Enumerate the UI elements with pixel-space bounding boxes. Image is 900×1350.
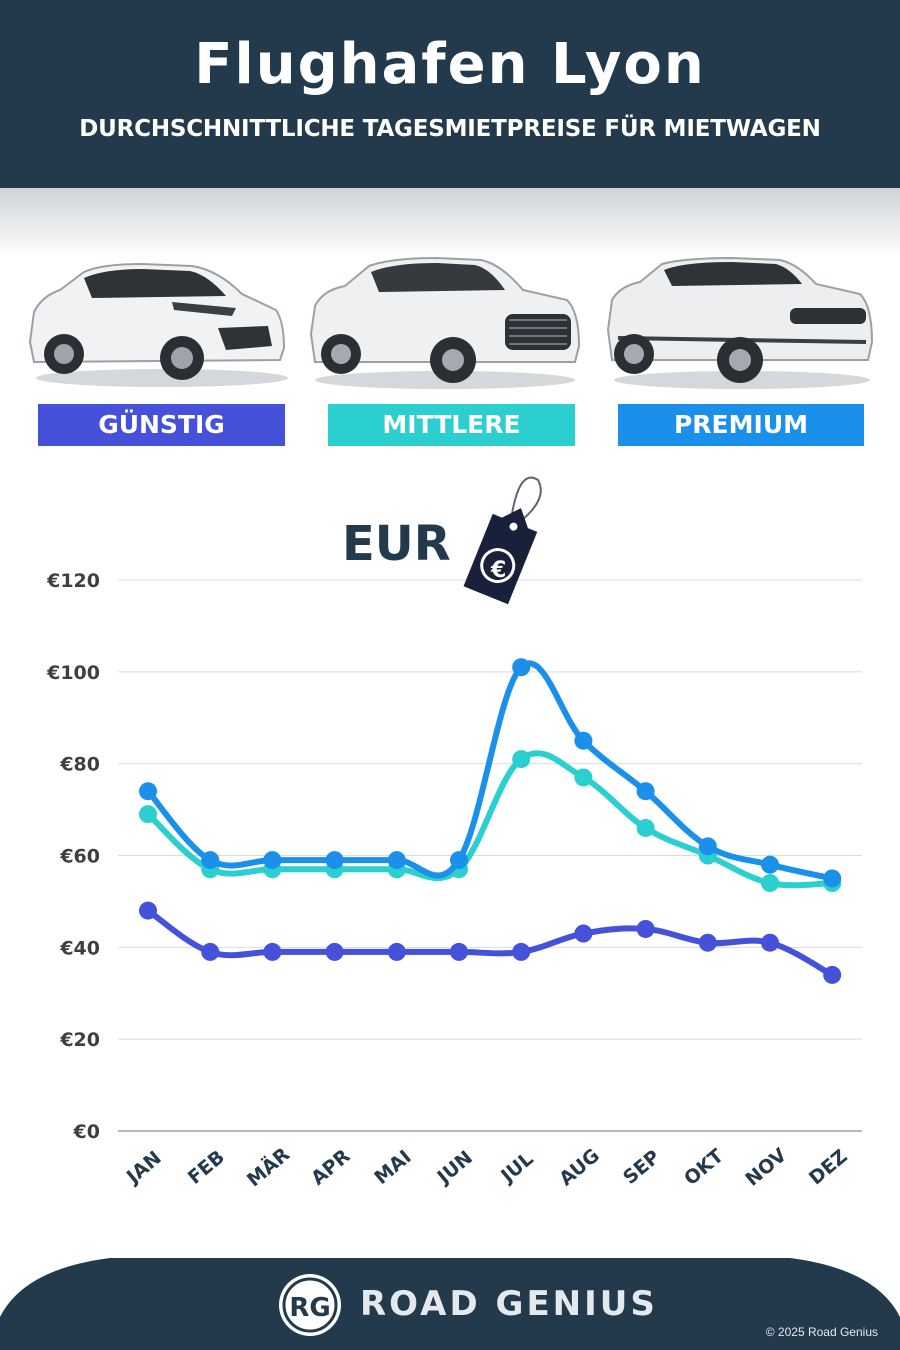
midsize-suv-image (309, 256, 581, 389)
x-tick-label: OKT (680, 1145, 728, 1190)
line-chart: €0 €20 €40 €60 €80 €100 €120 JAN FEB MÄR APR MAI JU… (46, 476, 862, 1192)
x-tick-label: NOV (741, 1144, 791, 1191)
x-tick-label: SEP (619, 1146, 664, 1189)
currency-label: EUR (342, 516, 451, 572)
data-point (636, 818, 655, 837)
series-line (145, 907, 836, 978)
y-tick-label: €60 (59, 846, 100, 868)
series-1 (139, 901, 842, 984)
data-point (263, 851, 282, 870)
data-point (636, 919, 655, 938)
y-axis-ticks: €0 €20 €40 €60 €80 €100 €120 (46, 570, 100, 1143)
page-title: Flughafen Lyon (194, 32, 706, 97)
data-point (823, 965, 842, 984)
data-point (201, 942, 220, 961)
brand-name: ROAD GENIUS (360, 1284, 658, 1324)
data-point (387, 851, 406, 870)
road-genius-logo-icon: RG (279, 1274, 341, 1336)
x-axis-ticks: JAN FEB MÄR APR MAI JUN JUL AUG SEP OKT NOV DEZ (121, 1142, 852, 1192)
y-tick-label: €20 (59, 1029, 100, 1051)
y-tick-label: €120 (46, 570, 100, 592)
data-point (263, 942, 282, 961)
copyright-notice: © 2025 Road Genius (765, 1325, 878, 1339)
data-point (636, 782, 655, 801)
category-badge-guenstig: GÜNSTIG (38, 404, 285, 446)
data-point (139, 901, 157, 920)
header-shadow (0, 188, 900, 258)
series-3 (139, 658, 842, 888)
data-point (325, 942, 344, 961)
data-point (450, 851, 468, 870)
category-badge-mittlere: MITTLERE (328, 404, 575, 446)
data-point (698, 933, 717, 952)
data-point (387, 942, 406, 961)
y-tick-label: €40 (59, 937, 100, 959)
data-point (761, 855, 779, 874)
chart-series (139, 658, 842, 984)
data-point (139, 782, 157, 801)
footer-banner (0, 1258, 900, 1350)
data-point (761, 933, 779, 952)
page-subtitle: DURCHSCHNITTLICHE TAGESMIETPREISE FÜR MI… (79, 116, 821, 142)
x-tick-label: JUN (432, 1147, 477, 1190)
x-tick-label: AUG (555, 1144, 604, 1190)
data-point (512, 750, 531, 769)
economy-car-image (28, 262, 288, 387)
data-point (761, 874, 779, 893)
x-tick-label: FEB (184, 1146, 229, 1189)
x-tick-label: APR (307, 1145, 355, 1190)
data-point (325, 851, 344, 870)
data-point (201, 851, 220, 870)
data-point (574, 731, 593, 750)
data-point (698, 837, 717, 856)
data-point (139, 805, 157, 824)
data-point (574, 924, 593, 943)
data-point (574, 768, 593, 787)
x-tick-label: JUL (495, 1148, 537, 1188)
x-tick-label: MAI (370, 1146, 415, 1189)
x-tick-label: DEZ (805, 1145, 852, 1189)
x-tick-label: JAN (121, 1147, 166, 1189)
premium-suv-image (606, 256, 874, 389)
logo-initials: RG (289, 1293, 330, 1323)
data-point (512, 942, 531, 961)
y-tick-label: €80 (59, 754, 100, 776)
y-tick-label: €0 (73, 1121, 100, 1143)
data-point (823, 869, 842, 888)
euro-symbol: € (490, 558, 506, 583)
y-tick-label: €100 (46, 662, 100, 684)
series-line (145, 660, 836, 882)
header-banner: Flughafen Lyon DURCHSCHNITTLICHE TAGESMI… (0, 0, 900, 188)
price-tag-icon: € (463, 476, 542, 605)
chart-grid (118, 579, 862, 1132)
data-point (450, 942, 468, 961)
category-badge-premium: PREMIUM (618, 404, 864, 446)
data-point (512, 658, 531, 677)
x-tick-label: MÄR (242, 1142, 295, 1192)
